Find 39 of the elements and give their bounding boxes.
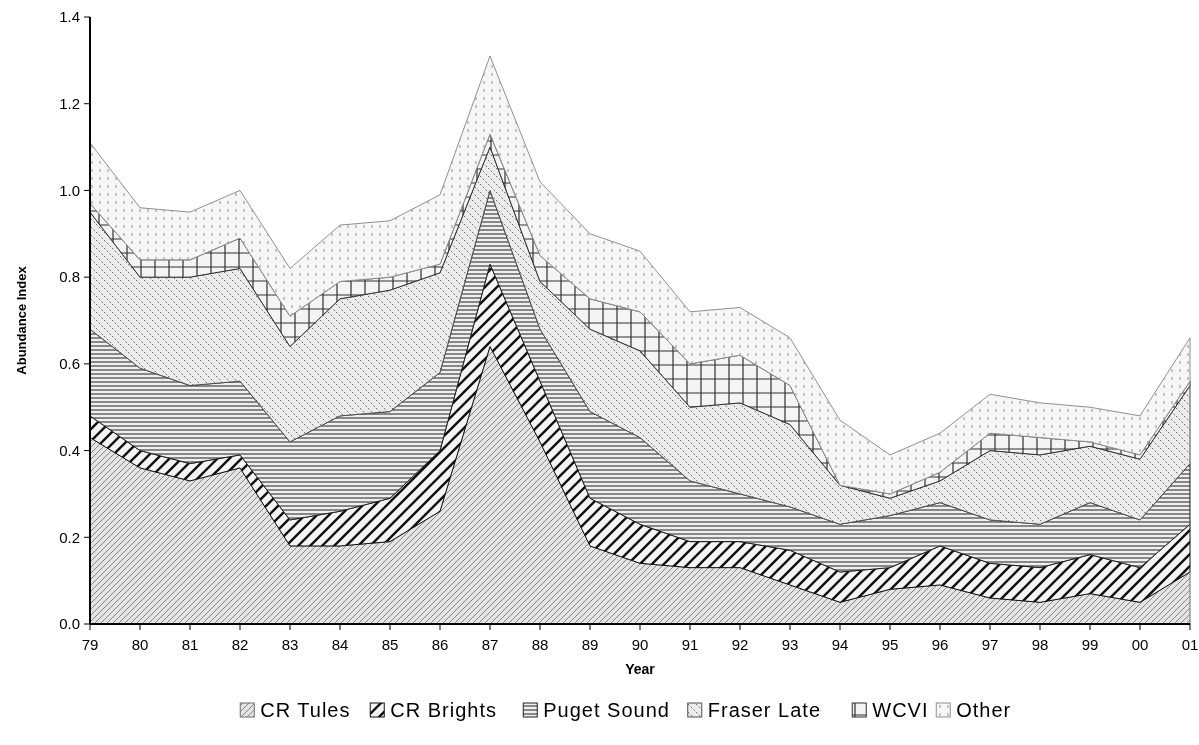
x-tick-label: 87 bbox=[481, 636, 499, 653]
x-tick-label: 97 bbox=[981, 636, 999, 653]
legend-label: Fraser Late bbox=[707, 699, 822, 721]
legend-label: CR Tules bbox=[260, 699, 351, 721]
y-tick-label: 0.4 bbox=[59, 441, 80, 459]
x-tick-label: 00 bbox=[1131, 636, 1149, 653]
y-tick-label: 0.2 bbox=[59, 528, 80, 546]
x-tick-label: 88 bbox=[531, 636, 549, 653]
y-axis-title: Abundance Index bbox=[14, 265, 29, 375]
legend-label: WCVI bbox=[872, 699, 929, 721]
x-tick-label: 95 bbox=[881, 636, 899, 653]
legend-label: Other bbox=[956, 699, 1012, 721]
y-tick-label: 0.6 bbox=[59, 355, 80, 373]
x-tick-label: 84 bbox=[331, 636, 349, 653]
x-tick-label: 91 bbox=[681, 636, 699, 653]
x-tick-label: 83 bbox=[281, 636, 299, 653]
x-tick-label: 81 bbox=[181, 636, 199, 653]
x-tick-label: 85 bbox=[381, 636, 399, 653]
x-axis-title: Year bbox=[625, 661, 656, 677]
y-tick-label: 1.4 bbox=[59, 8, 80, 26]
x-tick-label: 89 bbox=[581, 636, 599, 653]
x-tick-label: 93 bbox=[781, 636, 799, 653]
x-tick-label: 92 bbox=[731, 636, 749, 653]
y-tick-label: 1.0 bbox=[59, 181, 80, 199]
x-tick-label: 98 bbox=[1031, 636, 1049, 653]
x-tick-label: 96 bbox=[931, 636, 949, 653]
x-tick-label: 80 bbox=[131, 636, 149, 653]
x-tick-label: 99 bbox=[1081, 636, 1099, 653]
y-tick-label: 1.2 bbox=[59, 94, 80, 112]
x-tick-label: 82 bbox=[231, 636, 249, 653]
x-tick-label: 79 bbox=[81, 636, 99, 653]
x-tick-label: 01 bbox=[1181, 636, 1199, 653]
legend-label: Puget Sound bbox=[543, 699, 670, 721]
x-tick-label: 86 bbox=[431, 636, 449, 653]
y-tick-label: 0.0 bbox=[59, 615, 80, 633]
x-tick-label: 90 bbox=[631, 636, 649, 653]
y-tick-label: 0.8 bbox=[59, 268, 80, 286]
x-tick-label: 94 bbox=[831, 636, 849, 653]
legend-label: CR Brights bbox=[390, 699, 497, 721]
